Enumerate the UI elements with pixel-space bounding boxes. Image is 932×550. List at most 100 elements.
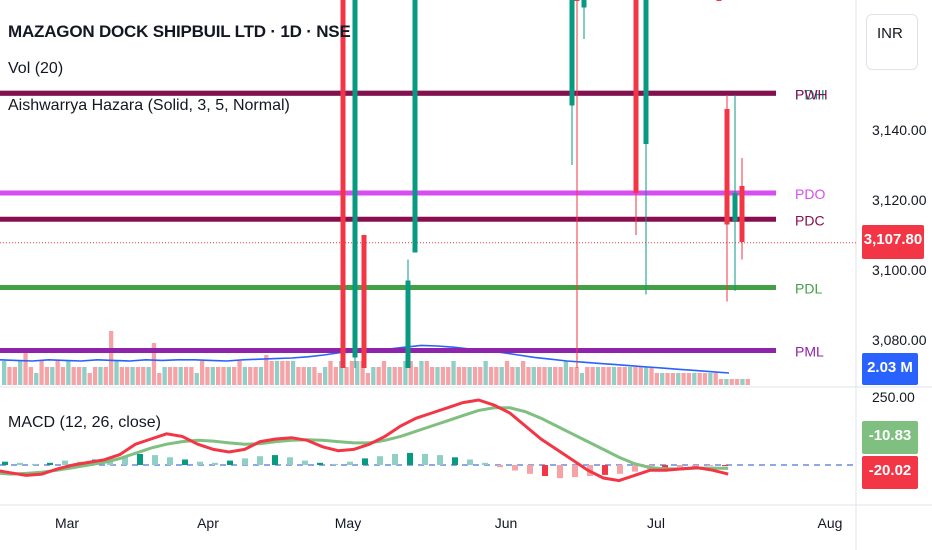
- volume-bar: [167, 367, 173, 385]
- volume-bar: [130, 367, 135, 385]
- macd-histogram-bar: [212, 462, 218, 465]
- volume-bar: [686, 373, 692, 385]
- macd-histogram-bar: [377, 456, 383, 465]
- volume-bar: [569, 367, 574, 385]
- candle-body: [724, 109, 730, 225]
- macd-histogram-bar: [707, 465, 713, 467]
- volume-legend[interactable]: Vol (20): [8, 60, 64, 77]
- candle-body: [361, 235, 367, 368]
- candle-body: [352, 0, 358, 358]
- volume-bar: [424, 361, 429, 385]
- level-label-pdh: PDH: [795, 86, 825, 102]
- candle-body: [643, 0, 649, 144]
- volume-bar: [413, 367, 419, 385]
- macd-histogram-bar: [602, 465, 608, 475]
- volume-bar: [542, 367, 547, 385]
- time-tick-label: Aug: [818, 515, 843, 531]
- macd-histogram-bar: [242, 458, 248, 465]
- time-tick-label: May: [335, 515, 361, 531]
- volume-bar: [601, 367, 606, 385]
- volume-bar: [103, 367, 108, 385]
- volume-bar: [339, 361, 344, 385]
- volume-bar: [681, 373, 686, 385]
- indicator-legend[interactable]: Aishwarrya Hazara (Solid, 3, 5, Normal): [8, 97, 290, 114]
- level-label-pml: PML: [795, 344, 824, 360]
- volume-bar: [622, 367, 627, 385]
- macd-histogram-bar: [47, 462, 53, 465]
- volume-bar: [371, 367, 376, 385]
- volume-bar: [692, 373, 697, 385]
- volume-bar: [173, 367, 178, 385]
- candle-body: [716, 0, 722, 1]
- volume-bar: [467, 367, 472, 385]
- volume-bar: [50, 367, 55, 385]
- volume-bar: [162, 367, 167, 385]
- macd-histogram-bar: [677, 465, 683, 468]
- volume-bar: [360, 361, 365, 385]
- volume-bar: [28, 367, 34, 385]
- macd-histogram-bar: [317, 462, 323, 465]
- volume-bar: [403, 361, 408, 385]
- volume-bar: [34, 373, 39, 385]
- level-label-pdl: PDL: [795, 281, 822, 297]
- volume-bar: [478, 367, 483, 385]
- macd-histogram-bar: [362, 458, 368, 465]
- volume-bar: [135, 367, 141, 385]
- candle-body: [569, 0, 575, 106]
- volume-bar: [611, 367, 617, 385]
- volume-bar: [670, 373, 676, 385]
- volume-bar: [729, 379, 734, 385]
- volume-bar: [510, 367, 515, 385]
- volume-bar: [702, 373, 708, 385]
- currency-button[interactable]: INR: [866, 14, 918, 70]
- macd-line: [0, 398, 729, 483]
- volume-bar: [141, 367, 146, 385]
- volume-bar: [125, 367, 130, 385]
- symbol-title[interactable]: MAZAGON DOCK SHIPBUIL LTD · 1D · NSE: [8, 22, 351, 41]
- volume-bar: [109, 331, 114, 385]
- macd-histogram-bar: [62, 460, 68, 465]
- volume-bar: [146, 367, 151, 385]
- volume-bar: [355, 361, 360, 385]
- volume-bar: [280, 361, 285, 385]
- macd-histogram-bar: [542, 465, 548, 476]
- volume-bar: [114, 361, 119, 385]
- volume-bar: [2, 361, 7, 385]
- macd-histogram-bar: [197, 461, 203, 465]
- volume-bar: [232, 367, 237, 385]
- macd-histogram-bar: [392, 454, 398, 465]
- volume-bar: [499, 367, 504, 385]
- macd-histogram-bar: [572, 465, 578, 478]
- volume-bar: [740, 379, 745, 385]
- volume-badge: 2.03 M: [862, 353, 918, 385]
- macd-histogram-bar: [347, 461, 353, 465]
- macd-legend[interactable]: MACD (12, 26, close): [8, 414, 161, 431]
- macd-histogram-bar: [467, 459, 473, 465]
- volume-bar: [296, 367, 301, 385]
- volume-bar: [221, 367, 226, 385]
- macd-histogram-bar: [257, 456, 263, 465]
- candle-body: [633, 0, 639, 193]
- volume-bar: [119, 367, 124, 385]
- volume-bar: [504, 361, 510, 385]
- macd-histogram-bar: [722, 465, 728, 467]
- volume-bar: [82, 367, 87, 385]
- volume-bar: [456, 367, 462, 385]
- macd-histogram-bar: [182, 459, 188, 465]
- volume-bar: [606, 367, 611, 385]
- macd-histogram-bar: [482, 462, 488, 465]
- volume-bar: [387, 367, 392, 385]
- macd-histogram-bar: [407, 452, 413, 465]
- volume-bar: [269, 361, 274, 385]
- macd-histogram-bar: [617, 465, 623, 474]
- volume-bar: [462, 367, 467, 385]
- volume-bar: [558, 367, 563, 385]
- volume-bar: [60, 367, 66, 385]
- volume-bar: [440, 367, 445, 385]
- volume-bar: [317, 373, 322, 385]
- volume-bar: [488, 367, 494, 385]
- volume-bar: [430, 367, 435, 385]
- volume-bar: [654, 373, 659, 385]
- price-tick-label: 3,080.00: [872, 332, 927, 348]
